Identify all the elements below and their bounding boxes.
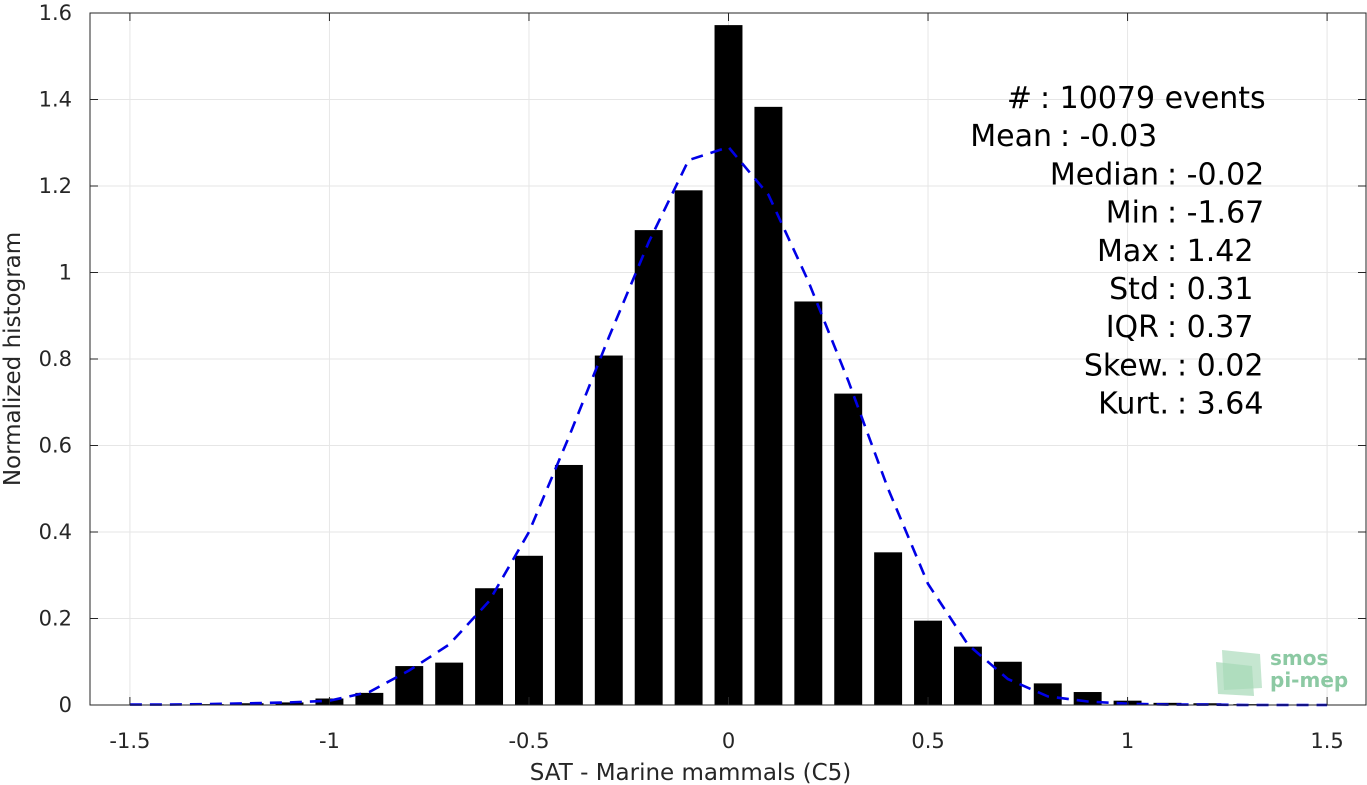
stat-value: : -0.02 [1167,157,1264,192]
stat-value: : -1.67 [1167,196,1264,231]
bars-group [115,25,1262,706]
stat-row: Min: -1.67 [1106,196,1265,231]
smos-pi-mep-logo: smos pi-mep [1216,646,1348,696]
y-tick-label: 1.6 [39,1,72,25]
stat-row: # : 10079 events [1007,81,1266,116]
y-tick-label: 0.8 [39,347,72,371]
histogram-bar [714,25,743,706]
x-axis-ticks: -1.5 -1 -0.5 0 0.5 1 1.5 [109,13,1344,753]
x-tick-label: -0.5 [508,729,549,753]
histogram-bar [554,464,583,705]
stat-value: : 0.02 [1177,348,1263,383]
x-tick-label: -1 [319,729,340,753]
y-axis-label: Normalized histogram [0,232,26,486]
y-tick-label: 1.2 [39,174,72,198]
x-tick-label: 1.5 [1310,729,1343,753]
y-tick-label: 0.2 [39,607,72,631]
histogram-bar [914,620,942,705]
stat-label: Min [1106,196,1159,231]
y-tick-label: 1.4 [39,88,72,112]
stat-label: Median [1050,157,1159,192]
y-tick-label: 0.4 [39,520,72,544]
stat-label: IQR [1106,310,1159,345]
histogram-bar [355,692,384,705]
histogram-bar [754,106,783,706]
y-axis-ticks: 0 0.2 0.4 0.6 0.8 1 1.2 1.4 1.6 [39,1,1366,717]
stat-label: Max [1097,234,1159,269]
stat-value: : 0.37 [1167,310,1253,345]
histogram-bar [674,190,703,705]
stat-row: Max: 1.42 [1097,234,1253,269]
x-tick-label: 1 [1121,729,1134,753]
y-tick-label: 0 [59,693,72,717]
stat-row: Skew.: 0.02 [1084,348,1264,383]
histogram-bar [395,666,424,705]
logo-text-bottom: pi-mep [1270,668,1348,692]
histogram-bar [874,552,903,705]
histogram-bar [634,230,663,706]
histogram-bar [834,393,863,705]
x-tick-label: 0.5 [911,729,944,753]
histogram-bar [1033,683,1062,705]
stat-label: Std [1109,272,1159,307]
histogram-bar [794,301,823,705]
logo-text-top: smos [1270,646,1328,670]
stat-value: : 10079 events [1040,81,1266,116]
y-tick-label: 0.6 [39,434,72,458]
x-axis-label: SAT - Marine mammals (C5) [530,760,852,785]
x-tick-label: 0 [722,729,735,753]
histogram-bar [275,702,304,705]
stat-value: : 3.64 [1177,387,1263,422]
stat-label: Mean [970,119,1052,154]
stat-value: : 1.42 [1167,234,1253,269]
y-tick-label: 1 [59,261,72,285]
stat-value: : -0.03 [1060,119,1157,154]
stat-label: Kurt. [1098,387,1169,422]
stat-row: Kurt.: 3.64 [1098,387,1263,422]
histogram-bar [235,703,264,705]
stat-label: # [1007,81,1032,116]
histogram-bar [953,646,982,705]
x-tick-label: -1.5 [109,729,150,753]
stat-value: : 0.31 [1167,272,1253,307]
histogram-bar [594,355,623,705]
stat-row: Std: 0.31 [1109,272,1253,307]
histogram-bar [475,588,504,705]
stat-row: Median: -0.02 [1050,157,1264,192]
histogram-bar [435,662,464,705]
stat-label: Skew. [1084,348,1169,383]
histogram-bar [515,555,543,705]
histogram-bar [993,661,1022,705]
stat-row: IQR: 0.37 [1106,310,1254,345]
stat-row: Mean: -0.03 [970,119,1157,154]
